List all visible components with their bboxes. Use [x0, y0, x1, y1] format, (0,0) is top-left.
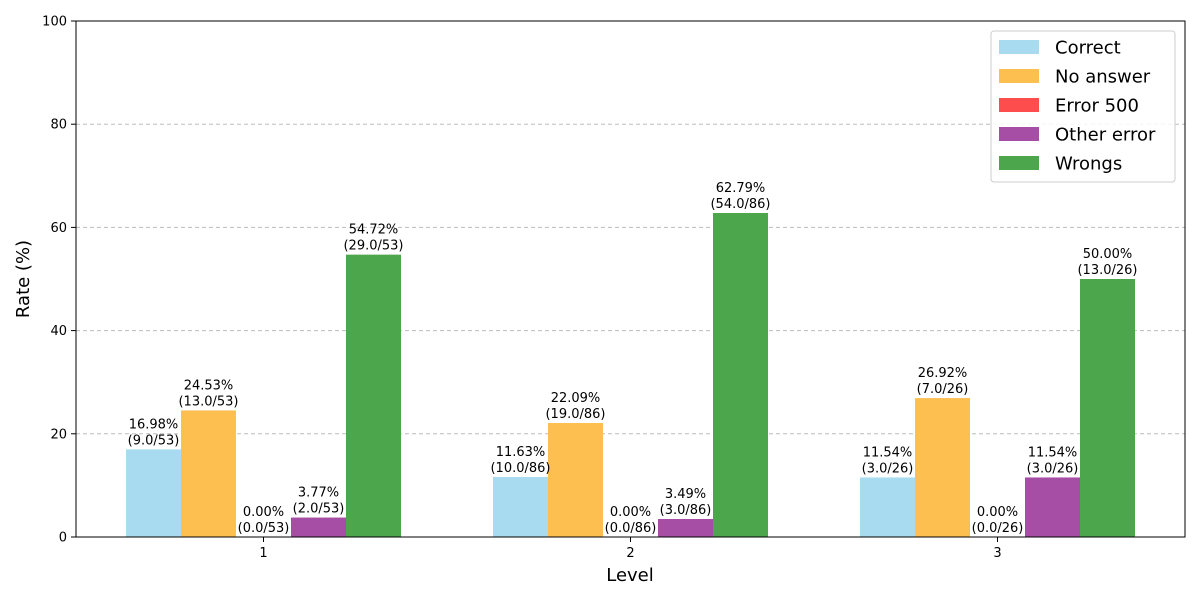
- bar-other-error: [1025, 477, 1080, 537]
- x-tick-label: 3: [993, 546, 1001, 561]
- bar-wrongs: [713, 213, 768, 537]
- y-tick-label: 80: [50, 118, 67, 133]
- legend-swatch: [999, 40, 1039, 54]
- bar-correct: [493, 476, 548, 537]
- bar-count-label: (3.0/86): [660, 503, 712, 518]
- bar-percent-label: 11.54%: [863, 445, 913, 460]
- bar-count-label: (13.0/26): [1077, 263, 1137, 278]
- y-tick-label: 100: [42, 15, 67, 30]
- y-tick-label: 40: [50, 324, 67, 339]
- x-axis-title: Level: [606, 565, 654, 586]
- bar-no-answer: [181, 410, 236, 537]
- bar-other-error: [658, 518, 713, 537]
- legend-label: Correct: [1055, 38, 1121, 59]
- bar-count-label: (19.0/86): [545, 407, 605, 422]
- bar-correct: [860, 477, 915, 537]
- bars: [126, 213, 1135, 537]
- bar-labels: 16.98%(9.0/53)24.53%(13.0/53)0.00%(0.0/5…: [128, 181, 1138, 536]
- bar-count-label: (0.0/86): [605, 521, 657, 536]
- legend-label: Error 500: [1055, 96, 1139, 117]
- legend-box: [990, 30, 1176, 183]
- y-tick-label: 60: [50, 221, 67, 236]
- bar-percent-label: 11.54%: [1028, 445, 1078, 460]
- bar-percent-label: 22.09%: [551, 391, 601, 406]
- bar-percent-label: 50.00%: [1083, 247, 1133, 262]
- legend-label: No answer: [1055, 67, 1151, 88]
- legend-swatch: [999, 69, 1039, 83]
- bar-percent-label: 0.00%: [610, 505, 651, 520]
- bar-other-error: [291, 517, 346, 537]
- y-tick-label: 20: [50, 427, 67, 442]
- legend-label: Wrongs: [1055, 154, 1122, 175]
- bar-percent-label: 11.63%: [496, 445, 546, 460]
- bar-percent-label: 26.92%: [918, 366, 968, 381]
- bar-count-label: (10.0/86): [490, 461, 550, 476]
- bar-wrongs: [1080, 279, 1135, 537]
- bar-count-label: (0.0/53): [238, 521, 290, 536]
- bar-percent-label: 3.77%: [298, 486, 339, 501]
- bar-percent-label: 54.72%: [349, 223, 399, 238]
- y-tick-label: 0: [59, 531, 67, 546]
- legend-swatch: [999, 98, 1039, 112]
- bar-count-label: (7.0/26): [917, 382, 969, 397]
- bar-percent-label: 62.79%: [716, 181, 766, 196]
- bar-percent-label: 24.53%: [184, 378, 234, 393]
- plot-frame: [75, 20, 1186, 538]
- bar-count-label: (2.0/53): [293, 502, 345, 517]
- bar-count-label: (9.0/53): [128, 433, 180, 448]
- x-tick-label: 2: [626, 546, 634, 561]
- bar-no-answer: [548, 423, 603, 537]
- bar-correct: [126, 449, 181, 537]
- bar-percent-label: 3.49%: [665, 487, 706, 502]
- bar-count-label: (54.0/86): [710, 197, 770, 212]
- bar-count-label: (0.0/26): [972, 521, 1024, 536]
- bar-percent-label: 0.00%: [243, 505, 284, 520]
- legend: Correct No answer Error 500 Other error Wron…: [990, 30, 1176, 183]
- legend-swatch: [999, 127, 1039, 141]
- legend-label: Other error: [1055, 125, 1156, 146]
- bar-no-answer: [915, 398, 970, 537]
- bar-count-label: (13.0/53): [178, 394, 238, 409]
- bar-count-label: (29.0/53): [343, 239, 403, 254]
- bar-count-label: (3.0/26): [862, 461, 914, 476]
- legend-swatch: [999, 156, 1039, 170]
- bar-percent-label: 16.98%: [129, 417, 179, 432]
- bar-percent-label: 0.00%: [977, 505, 1018, 520]
- y-axis-title: Rate (%): [13, 240, 34, 318]
- axes: 0 20 40 60 80 100 1 2 3: [42, 15, 1186, 561]
- bar-wrongs: [346, 254, 401, 537]
- bar-count-label: (3.0/26): [1027, 461, 1079, 476]
- x-tick-label: 1: [259, 546, 267, 561]
